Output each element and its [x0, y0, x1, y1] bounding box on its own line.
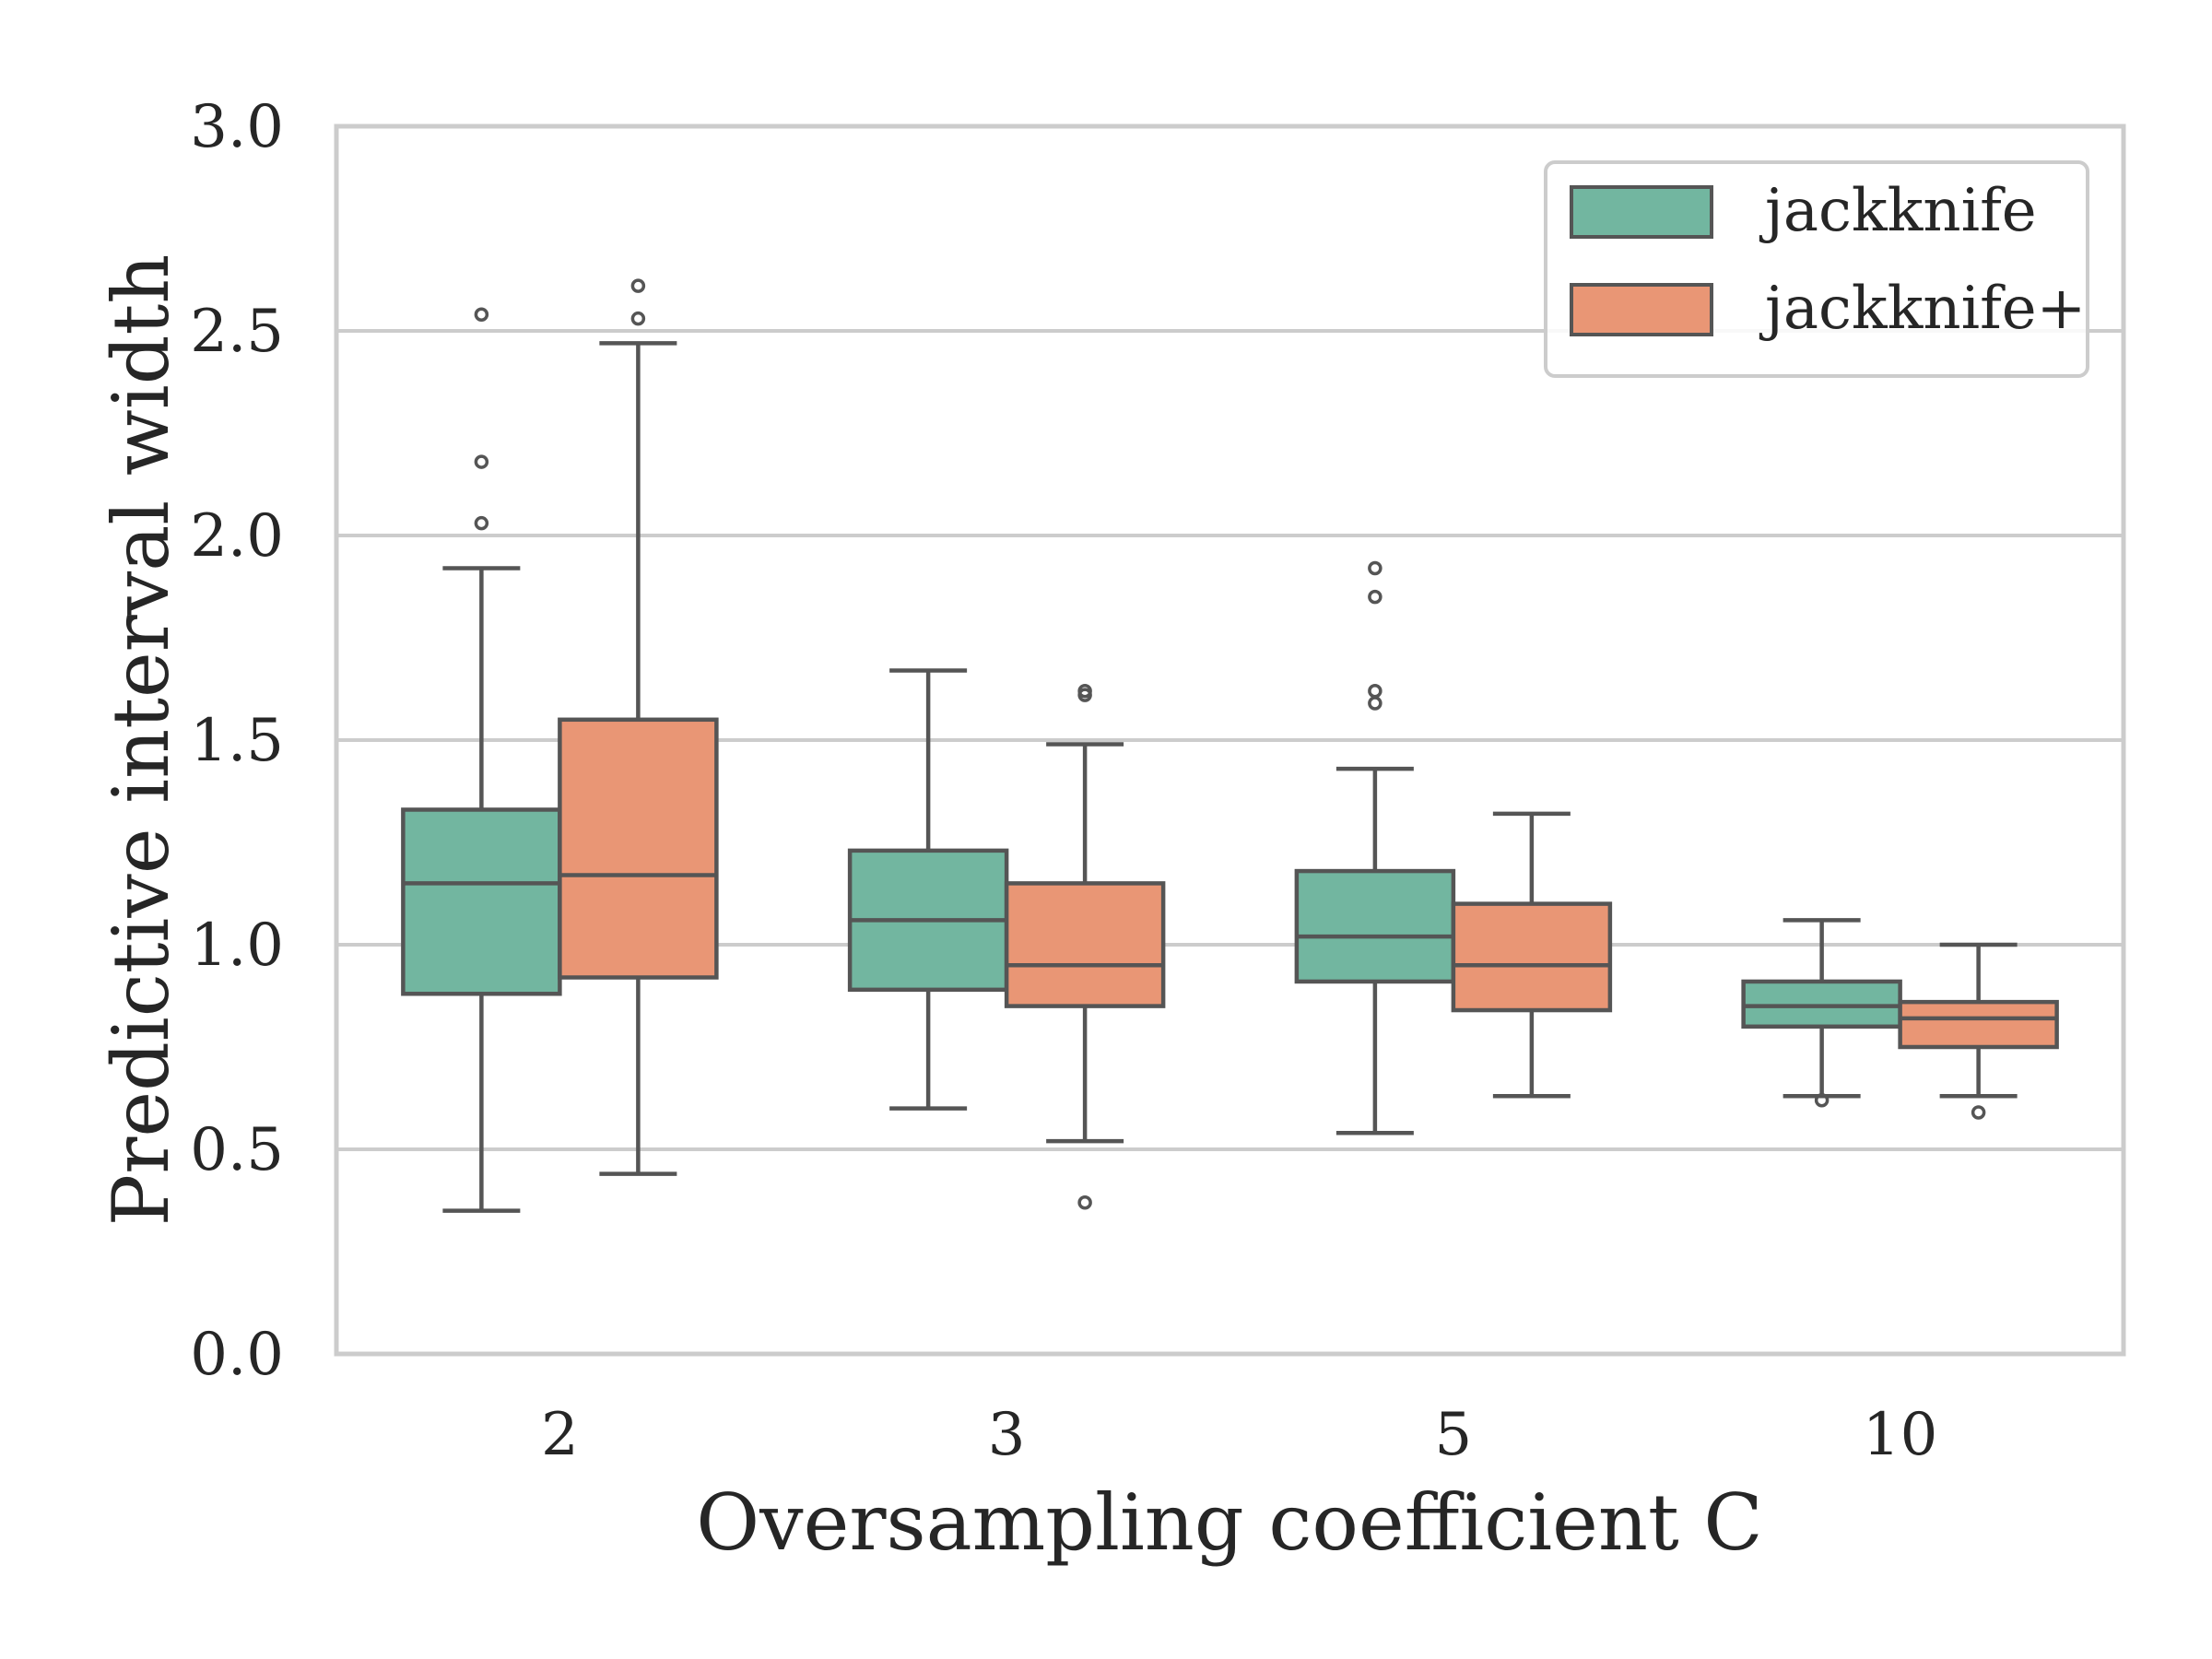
outlier-point	[1368, 696, 1382, 711]
box-jackknife-plus-10	[1898, 942, 2059, 1120]
x-tick-label: 2	[541, 1401, 579, 1469]
box-jackknife-3	[847, 668, 1009, 1111]
legend-label-jackknife: jackknife	[1759, 177, 2037, 245]
outlier-point	[1077, 1194, 1092, 1210]
box-jackknife-plus-2	[558, 278, 719, 1176]
y-axis-label: Predictive interval width	[96, 254, 186, 1227]
iqr-box	[558, 717, 719, 980]
legend-label-jackknife-plus: jackknife+	[1759, 275, 2086, 343]
iqr-box	[1451, 901, 1613, 1013]
x-tick-label: 3	[988, 1401, 1026, 1469]
legend-swatch-jackknife-plus	[1570, 283, 1713, 336]
outlier-point	[1971, 1105, 1986, 1120]
box-jackknife-plus-5	[1451, 811, 1613, 1099]
outlier-point	[1368, 683, 1382, 699]
outlier-point	[1368, 560, 1382, 576]
y-tick-label: 2.5	[190, 298, 284, 366]
boxes-layer	[401, 278, 2059, 1213]
outlier-point	[1368, 589, 1382, 605]
y-tick-label: 2.0	[190, 502, 284, 571]
outlier-point	[1814, 1092, 1830, 1108]
legend-swatch-jackknife	[1570, 185, 1713, 239]
iqr-box	[1294, 868, 1456, 984]
box-jackknife-5	[1294, 560, 1456, 1135]
outlier-point	[630, 278, 646, 293]
box-jackknife-10	[1741, 918, 1902, 1108]
iqr-box	[1004, 881, 1166, 1008]
box-jackknife-plus-3	[1004, 683, 1166, 1210]
outlier-point	[474, 515, 489, 531]
y-tick-label: 1.0	[190, 912, 284, 980]
x-axis-label: Oversampling coefficient C	[696, 1477, 1762, 1568]
outlier-point	[474, 454, 489, 469]
box-jackknife-2	[401, 307, 562, 1213]
iqr-box	[1898, 999, 2059, 1050]
legend: jackknife jackknife+	[1544, 160, 2089, 378]
outlier-point	[1077, 683, 1092, 699]
outlier-point	[630, 311, 646, 326]
x-tick-label: 5	[1435, 1401, 1473, 1469]
y-tick-label: 0.0	[190, 1321, 284, 1389]
plot-frame	[334, 124, 2126, 1357]
outlier-point	[474, 307, 489, 322]
y-tick-label: 1.5	[190, 707, 284, 775]
x-tick-labels: 2 3 5 10	[541, 1401, 1937, 1469]
y-tick-label: 3.0	[190, 93, 284, 161]
x-tick-label: 10	[1863, 1401, 1937, 1469]
y-tick-label: 0.5	[190, 1116, 284, 1184]
y-tick-labels: 0.0 0.5 1.0 1.5 2.0 2.5 3.0	[190, 93, 284, 1389]
iqr-box	[401, 807, 562, 996]
